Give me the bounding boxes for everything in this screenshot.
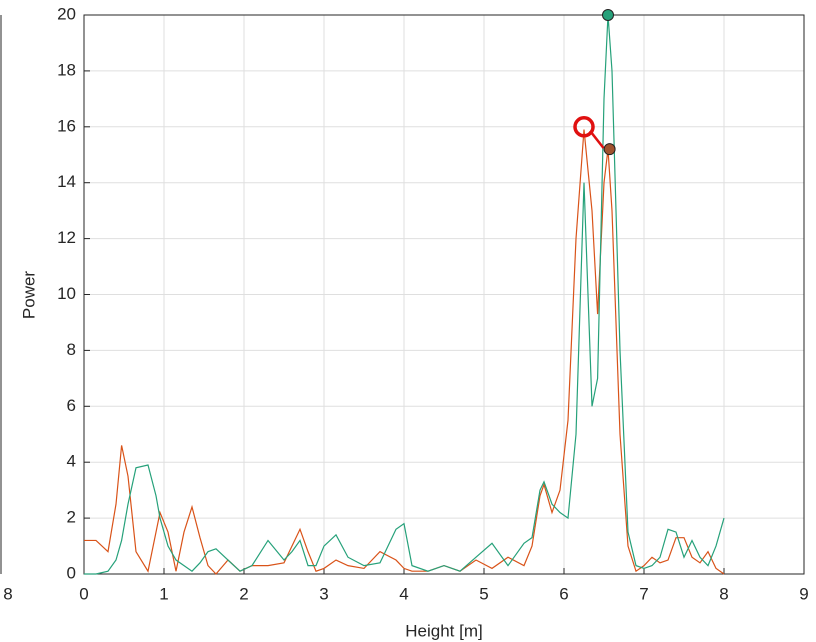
- y-tick-label: 20: [57, 4, 76, 23]
- plot-frame: [83, 14, 805, 575]
- y-tick-label: 6: [67, 396, 76, 415]
- series-line: [84, 129, 725, 575]
- series-line: [84, 14, 725, 575]
- y-tick-label: 14: [57, 172, 76, 191]
- y-tick-label: 2: [67, 508, 76, 527]
- point-marker: [602, 9, 614, 21]
- x-tick-label: 0: [79, 584, 88, 603]
- y-tick-label: 8: [67, 340, 76, 359]
- x-tick-label: 1: [159, 584, 168, 603]
- y-axis-label: Power: [19, 271, 38, 320]
- y-tick-label: 4: [67, 452, 76, 471]
- y-tick-label: 16: [57, 116, 76, 135]
- x-tick-label: 6: [559, 584, 568, 603]
- y-tick-label: 18: [57, 60, 76, 79]
- point-marker: [603, 143, 616, 156]
- x-tick-label: 2: [239, 584, 248, 603]
- x-tick-label: 9: [799, 584, 808, 603]
- x-tick-label: 4: [399, 584, 408, 603]
- y-tick-label: 12: [57, 228, 76, 247]
- x-tick-label: 5: [479, 584, 488, 603]
- x-tick-label: 8: [719, 584, 728, 603]
- x-axis-label: Height [m]: [405, 621, 482, 640]
- x-tick-label: 3: [319, 584, 328, 603]
- point-marker: [573, 116, 595, 138]
- arrow: [589, 130, 605, 149]
- y-tick-label: 10: [57, 284, 76, 303]
- left-panel-tick-label: 8: [3, 584, 12, 603]
- y-tick-label: 0: [67, 563, 76, 582]
- x-tick-label: 7: [639, 584, 648, 603]
